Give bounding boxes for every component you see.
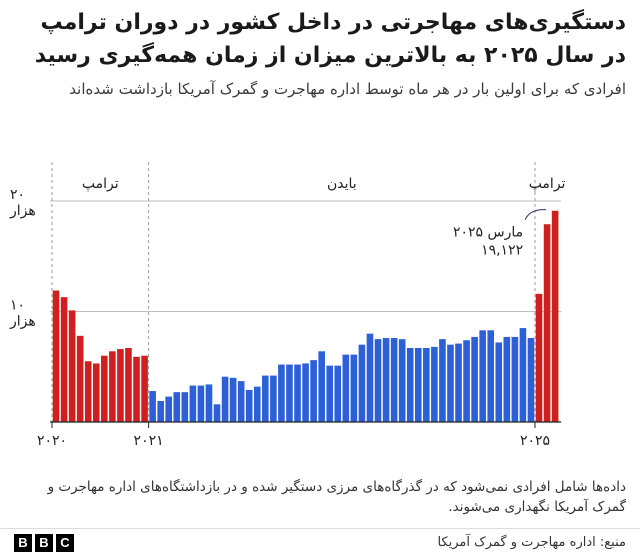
bar xyxy=(318,351,325,422)
bar xyxy=(76,335,84,422)
bar xyxy=(374,339,382,422)
period-label: ترامپ xyxy=(529,176,566,192)
bar xyxy=(213,404,221,422)
bar xyxy=(366,333,374,422)
x-tick-label: ۲۰۲۱ xyxy=(134,433,164,449)
bar xyxy=(479,330,486,422)
bar xyxy=(286,364,293,422)
bar xyxy=(487,330,495,422)
bar xyxy=(101,355,108,422)
bar xyxy=(342,354,350,422)
bbc-logo-letter: B xyxy=(35,534,53,552)
bar xyxy=(68,310,76,422)
source-text: منبع: اداره مهاجرت و گمرک آمریکا xyxy=(437,535,626,550)
bar xyxy=(551,210,559,422)
bar xyxy=(471,336,478,422)
bar xyxy=(543,224,551,422)
bar xyxy=(503,336,511,422)
bar xyxy=(406,347,414,422)
bar xyxy=(302,363,309,422)
bar xyxy=(52,290,60,422)
bar xyxy=(527,338,535,422)
bar xyxy=(423,347,430,422)
bar xyxy=(141,355,148,422)
bar xyxy=(92,363,100,422)
bar xyxy=(398,339,406,422)
bar xyxy=(447,344,454,422)
bar xyxy=(189,385,197,422)
bar xyxy=(181,392,189,422)
bar xyxy=(511,336,519,422)
bar xyxy=(125,347,132,422)
bar xyxy=(455,343,462,422)
bar xyxy=(463,340,470,422)
annotation-value: ۱۹,۱۲۲ xyxy=(481,243,523,259)
bar xyxy=(165,396,173,422)
bar xyxy=(173,392,181,422)
bar xyxy=(495,342,503,422)
bar xyxy=(270,375,277,422)
bar xyxy=(294,364,301,422)
bar xyxy=(535,293,543,422)
bar-chart: ۱۰ هزار ۲۰ هزار ترامپ بایدن ترامپ ۲۰۲۰ ۲۰۲۱ ۲۰۲۵ م… xyxy=(9,162,566,449)
bar xyxy=(262,375,269,422)
y-tick-label: ۲۰ هزار xyxy=(9,187,36,219)
bar xyxy=(149,391,156,422)
y-tick-label: ۱۰ هزار xyxy=(9,298,36,330)
bar xyxy=(117,349,124,422)
period-label: ترامپ xyxy=(82,176,119,192)
bar xyxy=(109,351,116,422)
footnote: داده‌ها شامل افرادی نمی‌شود که در گذرگاه… xyxy=(47,479,626,515)
bar xyxy=(431,346,438,422)
bar xyxy=(334,365,342,422)
footer: B B C منبع: اداره مهاجرت و گمرک آمریکا xyxy=(0,528,640,557)
x-tick-label: ۲۰۲۵ xyxy=(520,433,550,449)
bar xyxy=(237,381,245,422)
bar xyxy=(229,377,237,422)
bar xyxy=(197,385,205,422)
chart-subtitle: افرادی که برای اولین بار در هر ماه توسط … xyxy=(69,80,626,98)
bar xyxy=(157,401,164,422)
bar xyxy=(205,384,213,422)
bar xyxy=(310,360,317,422)
bar xyxy=(253,386,261,422)
period-label: بایدن xyxy=(327,176,357,192)
bar xyxy=(358,344,366,422)
bar xyxy=(278,364,285,422)
bar xyxy=(390,338,398,422)
bar xyxy=(414,347,422,422)
bar xyxy=(60,297,68,422)
footer-divider xyxy=(0,528,640,529)
bbc-logo: B B C xyxy=(14,534,74,552)
bar xyxy=(133,356,140,422)
annotation-label: مارس ۲۰۲۵ xyxy=(453,225,523,241)
annotation-leader xyxy=(524,209,547,220)
bar xyxy=(439,339,446,422)
bar xyxy=(326,365,334,422)
bar xyxy=(221,376,229,422)
bar xyxy=(84,361,92,422)
bbc-logo-letter: C xyxy=(56,534,74,552)
bar xyxy=(350,354,358,422)
bar xyxy=(245,389,253,422)
x-tick-label: ۲۰۲۰ xyxy=(37,433,67,449)
bar xyxy=(519,328,527,422)
bbc-logo-letter: B xyxy=(14,534,32,552)
bar xyxy=(382,338,390,422)
chart-title: دستگیری‌های مهاجرتی در داخل کشور در دورا… xyxy=(34,10,626,68)
